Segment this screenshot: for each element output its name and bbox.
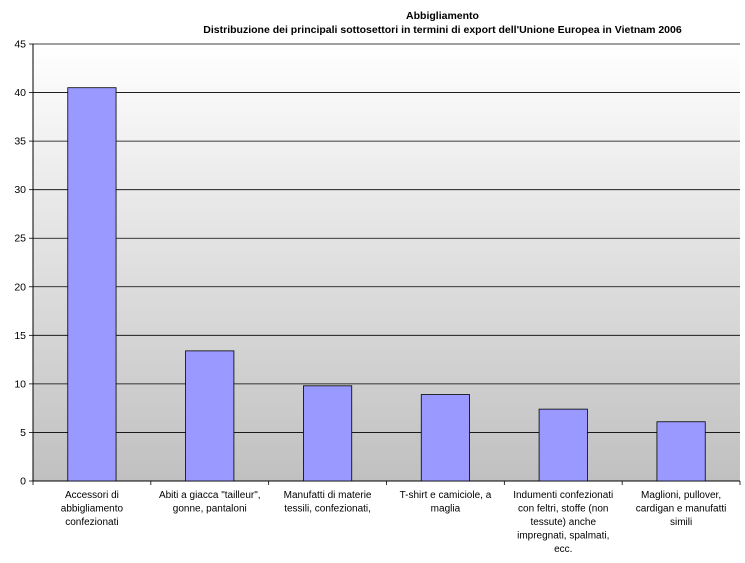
bar: [185, 350, 235, 482]
y-tick-label: 0: [20, 476, 26, 488]
y-tick-label: 35: [14, 136, 26, 148]
y-tick-label: 45: [14, 39, 26, 51]
bar: [656, 421, 706, 482]
plot-area: [33, 44, 740, 481]
x-tick-label: Manufatti di materie tessili, confezionat…: [284, 490, 372, 515]
x-tick-label: Indumenti confezionati con feltri, stoffe…: [513, 490, 613, 555]
y-tick-label: 25: [14, 233, 26, 245]
chart-title: Abbigliamento: [406, 10, 479, 22]
bar: [538, 408, 588, 482]
x-tick-label: Accessori di abbigliamento confezionati: [61, 490, 124, 528]
bar: [67, 87, 117, 482]
x-tick-label: T-shirt e camiciole, a maglia: [400, 490, 492, 515]
x-tick-label: Abiti a giacca "tailleur", gonne, pantalo…: [159, 490, 261, 515]
y-tick-label: 40: [14, 87, 26, 99]
bar: [303, 385, 353, 482]
y-tick-label: 10: [14, 378, 26, 390]
y-tick-label: 5: [20, 427, 26, 439]
y-tick-label: 15: [14, 330, 26, 342]
bar: [420, 394, 470, 482]
y-tick-label: 30: [14, 184, 26, 196]
y-tick-label: 20: [14, 281, 26, 293]
x-tick-label: Maglioni, pullover, cardigan e manufatti s…: [636, 490, 727, 528]
chart-subtitle: Distribuzione dei principali sottosettor…: [203, 24, 682, 36]
